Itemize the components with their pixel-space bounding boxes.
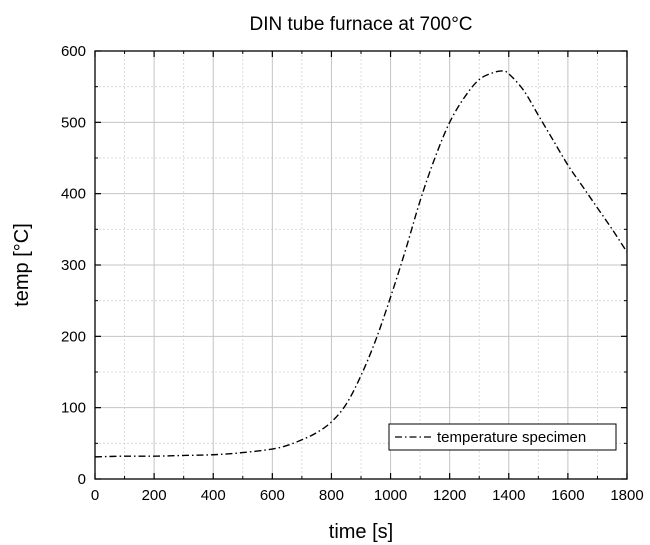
x-tick-label: 1000 [374, 487, 407, 504]
x-tick-label: 1600 [551, 487, 584, 504]
x-tick-label: 1200 [433, 487, 466, 504]
y-tick-label: 500 [61, 114, 86, 131]
chart-title: DIN tube furnace at 700°C [249, 14, 472, 35]
x-tick-label: 400 [201, 487, 226, 504]
ticks: 0 200 400 600 800 1000 1200 1400 1600 1800 0 100 200… [61, 43, 644, 504]
x-tick-label: 0 [91, 487, 99, 504]
x-tick-label: 600 [260, 487, 285, 504]
x-tick-label: 1400 [492, 487, 525, 504]
plot-frame [94, 50, 628, 480]
y-tick-label: 300 [61, 257, 86, 274]
y-axis-label: temp [°C] [11, 223, 33, 307]
legend-label: temperature specimen [437, 429, 586, 446]
grid [94, 50, 628, 480]
x-tick-label: 800 [319, 487, 344, 504]
x-tick-label: 1800 [610, 487, 643, 504]
y-tick-label: 100 [61, 400, 86, 417]
x-tick-label: 200 [142, 487, 167, 504]
series-group [94, 70, 628, 458]
series-line-temperature-specimen [94, 70, 628, 458]
y-tick-label: 0 [78, 471, 86, 488]
legend: temperature specimen [388, 423, 617, 451]
x-axis-label: time [s] [329, 521, 393, 543]
y-tick-label: 600 [61, 43, 86, 60]
y-tick-label: 200 [61, 328, 86, 345]
y-tick-label: 400 [61, 186, 86, 203]
